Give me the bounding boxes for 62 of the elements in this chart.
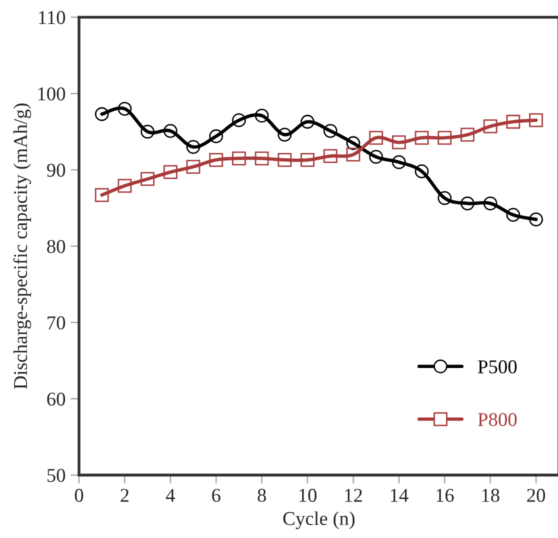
point <box>140 124 155 139</box>
point <box>278 128 292 142</box>
point <box>254 108 269 123</box>
point <box>460 196 474 210</box>
y-tick-label: 100 <box>38 87 66 100</box>
point <box>140 172 155 186</box>
y-tick-label: 80 <box>47 240 66 254</box>
point <box>414 130 429 145</box>
point <box>438 130 452 145</box>
point <box>118 178 132 193</box>
y-tick-label: 70 <box>48 316 66 330</box>
point <box>94 188 109 202</box>
point <box>232 151 246 166</box>
point <box>483 196 498 210</box>
point <box>529 113 543 128</box>
point <box>346 148 360 162</box>
point <box>209 152 224 167</box>
point <box>483 119 498 134</box>
point <box>460 128 474 142</box>
point <box>529 212 543 226</box>
x-tick-label: 4 <box>166 488 175 502</box>
point <box>163 124 178 138</box>
x-tick-label: 16 <box>436 488 454 502</box>
point <box>94 107 109 122</box>
x-tick-label: 2 <box>120 488 129 502</box>
point <box>186 140 200 154</box>
point <box>438 191 452 206</box>
x-tick-label: 0 <box>74 488 84 502</box>
y-tick-label: 60 <box>47 392 66 406</box>
point <box>209 129 224 144</box>
point <box>118 102 132 116</box>
y-tick-label: 90 <box>47 164 66 177</box>
point <box>506 114 520 129</box>
legend-label: P800 <box>478 413 517 426</box>
point <box>346 136 360 150</box>
point <box>163 165 178 180</box>
point <box>232 113 246 128</box>
y-axis-title: Discharge-specific capacity (mAh/g) <box>13 104 32 390</box>
point <box>392 135 406 150</box>
point <box>323 149 338 164</box>
point <box>254 151 269 166</box>
point <box>186 160 200 174</box>
point <box>323 124 338 138</box>
y-tick-label: 110 <box>39 11 66 24</box>
x-tick-label: 18 <box>482 488 500 502</box>
point <box>300 114 314 129</box>
x-axis-title: Cycle (n) <box>283 511 355 530</box>
legend-label: P500 <box>478 360 517 374</box>
point <box>506 208 520 222</box>
point <box>369 130 384 145</box>
point <box>392 155 406 170</box>
y-tick-label: 50 <box>48 468 66 482</box>
x-tick-label: 6 <box>212 488 220 502</box>
x-tick-label: 8 <box>258 488 266 502</box>
point <box>369 150 384 164</box>
x-tick-label: 12 <box>345 488 362 502</box>
point <box>300 152 314 167</box>
point <box>278 152 292 167</box>
point <box>414 164 429 178</box>
x-tick-label: 14 <box>390 488 408 502</box>
x-tick-label: 10 <box>300 488 317 502</box>
x-tick-label: 20 <box>527 488 546 502</box>
